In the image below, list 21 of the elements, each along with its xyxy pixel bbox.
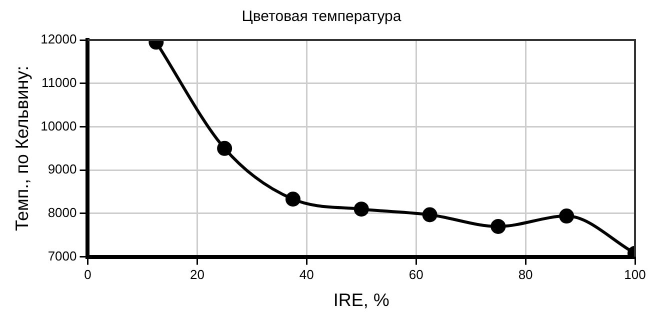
point bbox=[422, 207, 438, 222]
x-tick-label: 40 bbox=[299, 267, 314, 282]
y-tick-label: 12000 bbox=[40, 32, 77, 47]
y-tick-label: 8000 bbox=[48, 205, 77, 220]
y-tick-label: 9000 bbox=[48, 162, 77, 177]
point bbox=[559, 208, 574, 224]
point bbox=[285, 192, 300, 207]
point bbox=[490, 218, 506, 234]
x-tick-label: 20 bbox=[190, 267, 204, 282]
y-tick-label: 11000 bbox=[42, 74, 77, 90]
x-tick-label: 60 bbox=[408, 267, 424, 282]
y-tick-label: 10000 bbox=[40, 118, 77, 134]
point bbox=[217, 140, 232, 156]
x-tick-label: 0 bbox=[84, 267, 92, 282]
y-axis-title: Темп., по Кельвину: bbox=[12, 66, 32, 232]
point bbox=[354, 202, 369, 217]
x-tick-label: 80 bbox=[518, 267, 533, 282]
y-tick-label: 7000 bbox=[48, 248, 77, 264]
x-tick-label: 100 bbox=[624, 267, 646, 282]
chart-title: Цветовая температура bbox=[242, 8, 402, 26]
x-axis-title: IRE, % bbox=[333, 290, 390, 310]
